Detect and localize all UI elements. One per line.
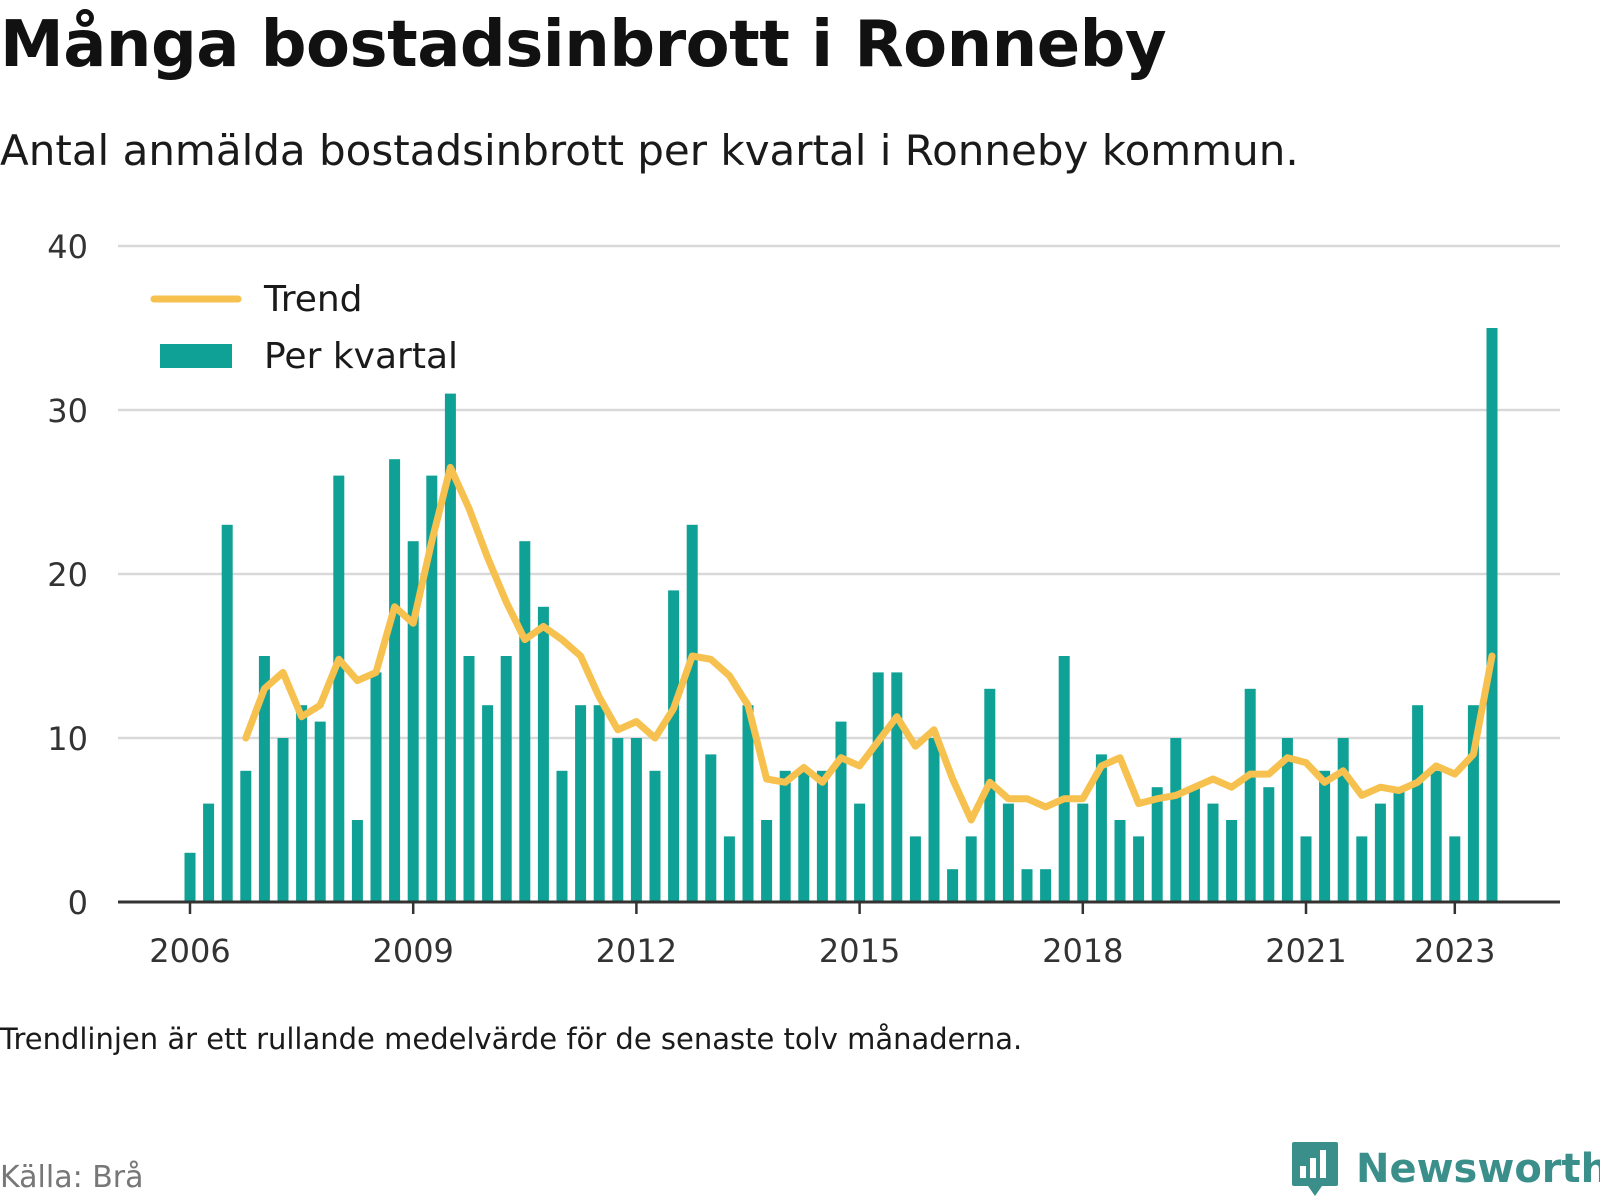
- chart: 0 10 20 30 40 2006 2009 2012 2015 2018 2021 2023 T…: [47, 228, 1560, 970]
- bar: [1244, 688, 1256, 902]
- bar: [1281, 738, 1293, 902]
- bar: [649, 770, 661, 902]
- bar: [1021, 869, 1033, 902]
- bar: [984, 688, 996, 902]
- bar: [333, 475, 345, 902]
- bar: [351, 820, 363, 902]
- bar: [407, 541, 419, 902]
- bar: [1207, 803, 1219, 902]
- bar: [965, 836, 977, 902]
- chart-subtitle: Antal anmälda bostadsinbrott per kvartal…: [0, 126, 1299, 175]
- y-tick-label: 20: [47, 556, 88, 594]
- bar: [1133, 836, 1145, 902]
- bar: [519, 541, 531, 902]
- bar: [742, 705, 754, 902]
- bar: [668, 590, 680, 902]
- bar: [1263, 787, 1275, 902]
- newsworthy-logo-icon: [1292, 1142, 1338, 1196]
- bar: [1393, 787, 1405, 902]
- bar: [1002, 803, 1014, 902]
- bar: [1449, 836, 1461, 902]
- trend-line: [242, 463, 1496, 824]
- bar: [1467, 705, 1479, 902]
- legend-bar-label: Per kvartal: [264, 336, 458, 377]
- legend-bar-swatch: [160, 344, 232, 368]
- x-tick-label: 2021: [1265, 932, 1346, 970]
- bar: [854, 803, 866, 902]
- bar: [798, 770, 810, 902]
- bar: [575, 705, 587, 902]
- y-tick-label: 10: [47, 720, 88, 758]
- brand-logo: Newsworthy: [1290, 1140, 1600, 1198]
- bar: [444, 393, 456, 902]
- x-tick-label: 2015: [819, 932, 900, 970]
- bar: [1356, 836, 1368, 902]
- x-tick-label: 2006: [149, 932, 230, 970]
- bar: [314, 721, 326, 902]
- bar: [705, 754, 717, 902]
- bar: [1170, 738, 1182, 902]
- bar: [761, 820, 773, 902]
- bar: [1077, 803, 1089, 902]
- bar: [947, 869, 959, 902]
- y-tick-label: 30: [47, 392, 88, 430]
- bar: [203, 803, 215, 902]
- bar: [1412, 705, 1424, 902]
- legend: Trend Per kvartal: [150, 279, 458, 377]
- bar: [296, 705, 308, 902]
- bar: [556, 770, 568, 902]
- bar: [1151, 787, 1163, 902]
- bar: [686, 524, 698, 902]
- bar: [909, 836, 921, 902]
- bar: [1114, 820, 1126, 902]
- bar: [1188, 787, 1200, 902]
- bar: [426, 475, 438, 902]
- bar: [1095, 754, 1107, 902]
- bar-series: [184, 328, 1498, 902]
- bar: [1058, 656, 1070, 902]
- bar: [1226, 820, 1238, 902]
- bar: [630, 738, 642, 902]
- bar: [240, 770, 252, 902]
- brand-name: Newsworthy: [1356, 1146, 1600, 1192]
- bar: [816, 770, 828, 902]
- bar: [463, 656, 475, 902]
- bar: [370, 672, 382, 902]
- bar: [872, 672, 884, 902]
- x-axis-ticks: 2006 2009 2012 2015 2018 2021 2023: [149, 902, 1496, 970]
- bar: [1374, 803, 1386, 902]
- x-tick-label: 2009: [372, 932, 453, 970]
- bar: [1300, 836, 1312, 902]
- bar: [723, 836, 735, 902]
- chart-title: Många bostadsinbrott i Ronneby: [0, 8, 1167, 82]
- y-tick-label: 40: [47, 228, 88, 266]
- bar: [1486, 328, 1498, 902]
- x-tick-label: 2023: [1414, 932, 1495, 970]
- bar: [482, 705, 494, 902]
- bar: [184, 852, 196, 902]
- bar: [500, 656, 512, 902]
- x-tick-label: 2012: [596, 932, 677, 970]
- bar: [593, 705, 605, 902]
- bar: [1040, 869, 1052, 902]
- bar: [835, 721, 847, 902]
- bar: [1337, 738, 1349, 902]
- bar: [258, 656, 270, 902]
- legend-trend-label: Trend: [263, 279, 363, 320]
- bar: [389, 459, 401, 902]
- bar: [779, 770, 791, 902]
- bar: [1319, 770, 1331, 902]
- source-credit: Källa: Brå: [0, 1160, 144, 1195]
- x-tick-label: 2018: [1042, 932, 1123, 970]
- bar: [221, 524, 233, 902]
- bar: [277, 738, 289, 902]
- bar: [928, 738, 940, 902]
- y-axis-ticks: 0 10 20 30 40: [47, 228, 88, 922]
- footnote: Trendlinjen är ett rullande medelvärde f…: [0, 1022, 1023, 1056]
- bar: [612, 738, 624, 902]
- bar: [1430, 770, 1442, 902]
- bar: [891, 672, 903, 902]
- y-tick-label: 0: [68, 884, 88, 922]
- bar: [537, 606, 549, 902]
